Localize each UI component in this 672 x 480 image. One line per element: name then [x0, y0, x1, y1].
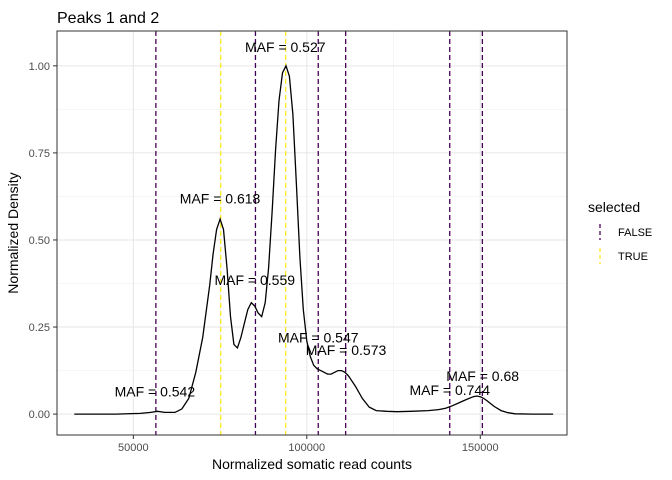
y-axis-title: Normalized Density [5, 172, 21, 293]
maf-annotation: MAF = 0.559 [214, 272, 295, 288]
vertical-lines [155, 31, 483, 435]
legend: selected FALSE TRUE [588, 199, 652, 264]
annotations: MAF = 0.527 MAF = 0.618 MAF = 0.559 MAF = 0… [115, 39, 520, 400]
maf-annotation: MAF = 0.68 [446, 368, 519, 384]
x-tick-label: 150000 [462, 442, 499, 454]
x-tick-label: 50000 [118, 442, 149, 454]
maf-annotation: MAF = 0.542 [115, 384, 196, 400]
x-axis: 50000 100000 150000 [118, 435, 499, 454]
plot-border [56, 30, 568, 436]
x-tick-label: 100000 [288, 442, 325, 454]
y-tick-label: 0.50 [29, 235, 50, 247]
legend-label: TRUE [618, 251, 648, 263]
maf-annotation: MAF = 0.527 [245, 39, 326, 55]
y-tick-label: 0.75 [29, 148, 50, 160]
maf-annotation: MAF = 0.744 [409, 382, 490, 398]
legend-title: selected [588, 199, 640, 215]
y-tick-label: 1.00 [29, 61, 50, 73]
maf-annotation: MAF = 0.573 [306, 342, 387, 358]
y-axis: 0.00 0.25 0.50 0.75 1.00 [29, 61, 57, 421]
legend-label: FALSE [618, 227, 652, 239]
y-tick-label: 0.00 [29, 409, 50, 421]
maf-annotation: MAF = 0.618 [180, 190, 261, 206]
x-axis-title: Normalized somatic read counts [212, 456, 412, 472]
density-line [74, 64, 554, 415]
y-tick-label: 0.25 [29, 322, 50, 334]
maf-annotation: MAF = 0.547 [278, 330, 359, 346]
chart-title: Peaks 1 and 2 [57, 10, 159, 27]
